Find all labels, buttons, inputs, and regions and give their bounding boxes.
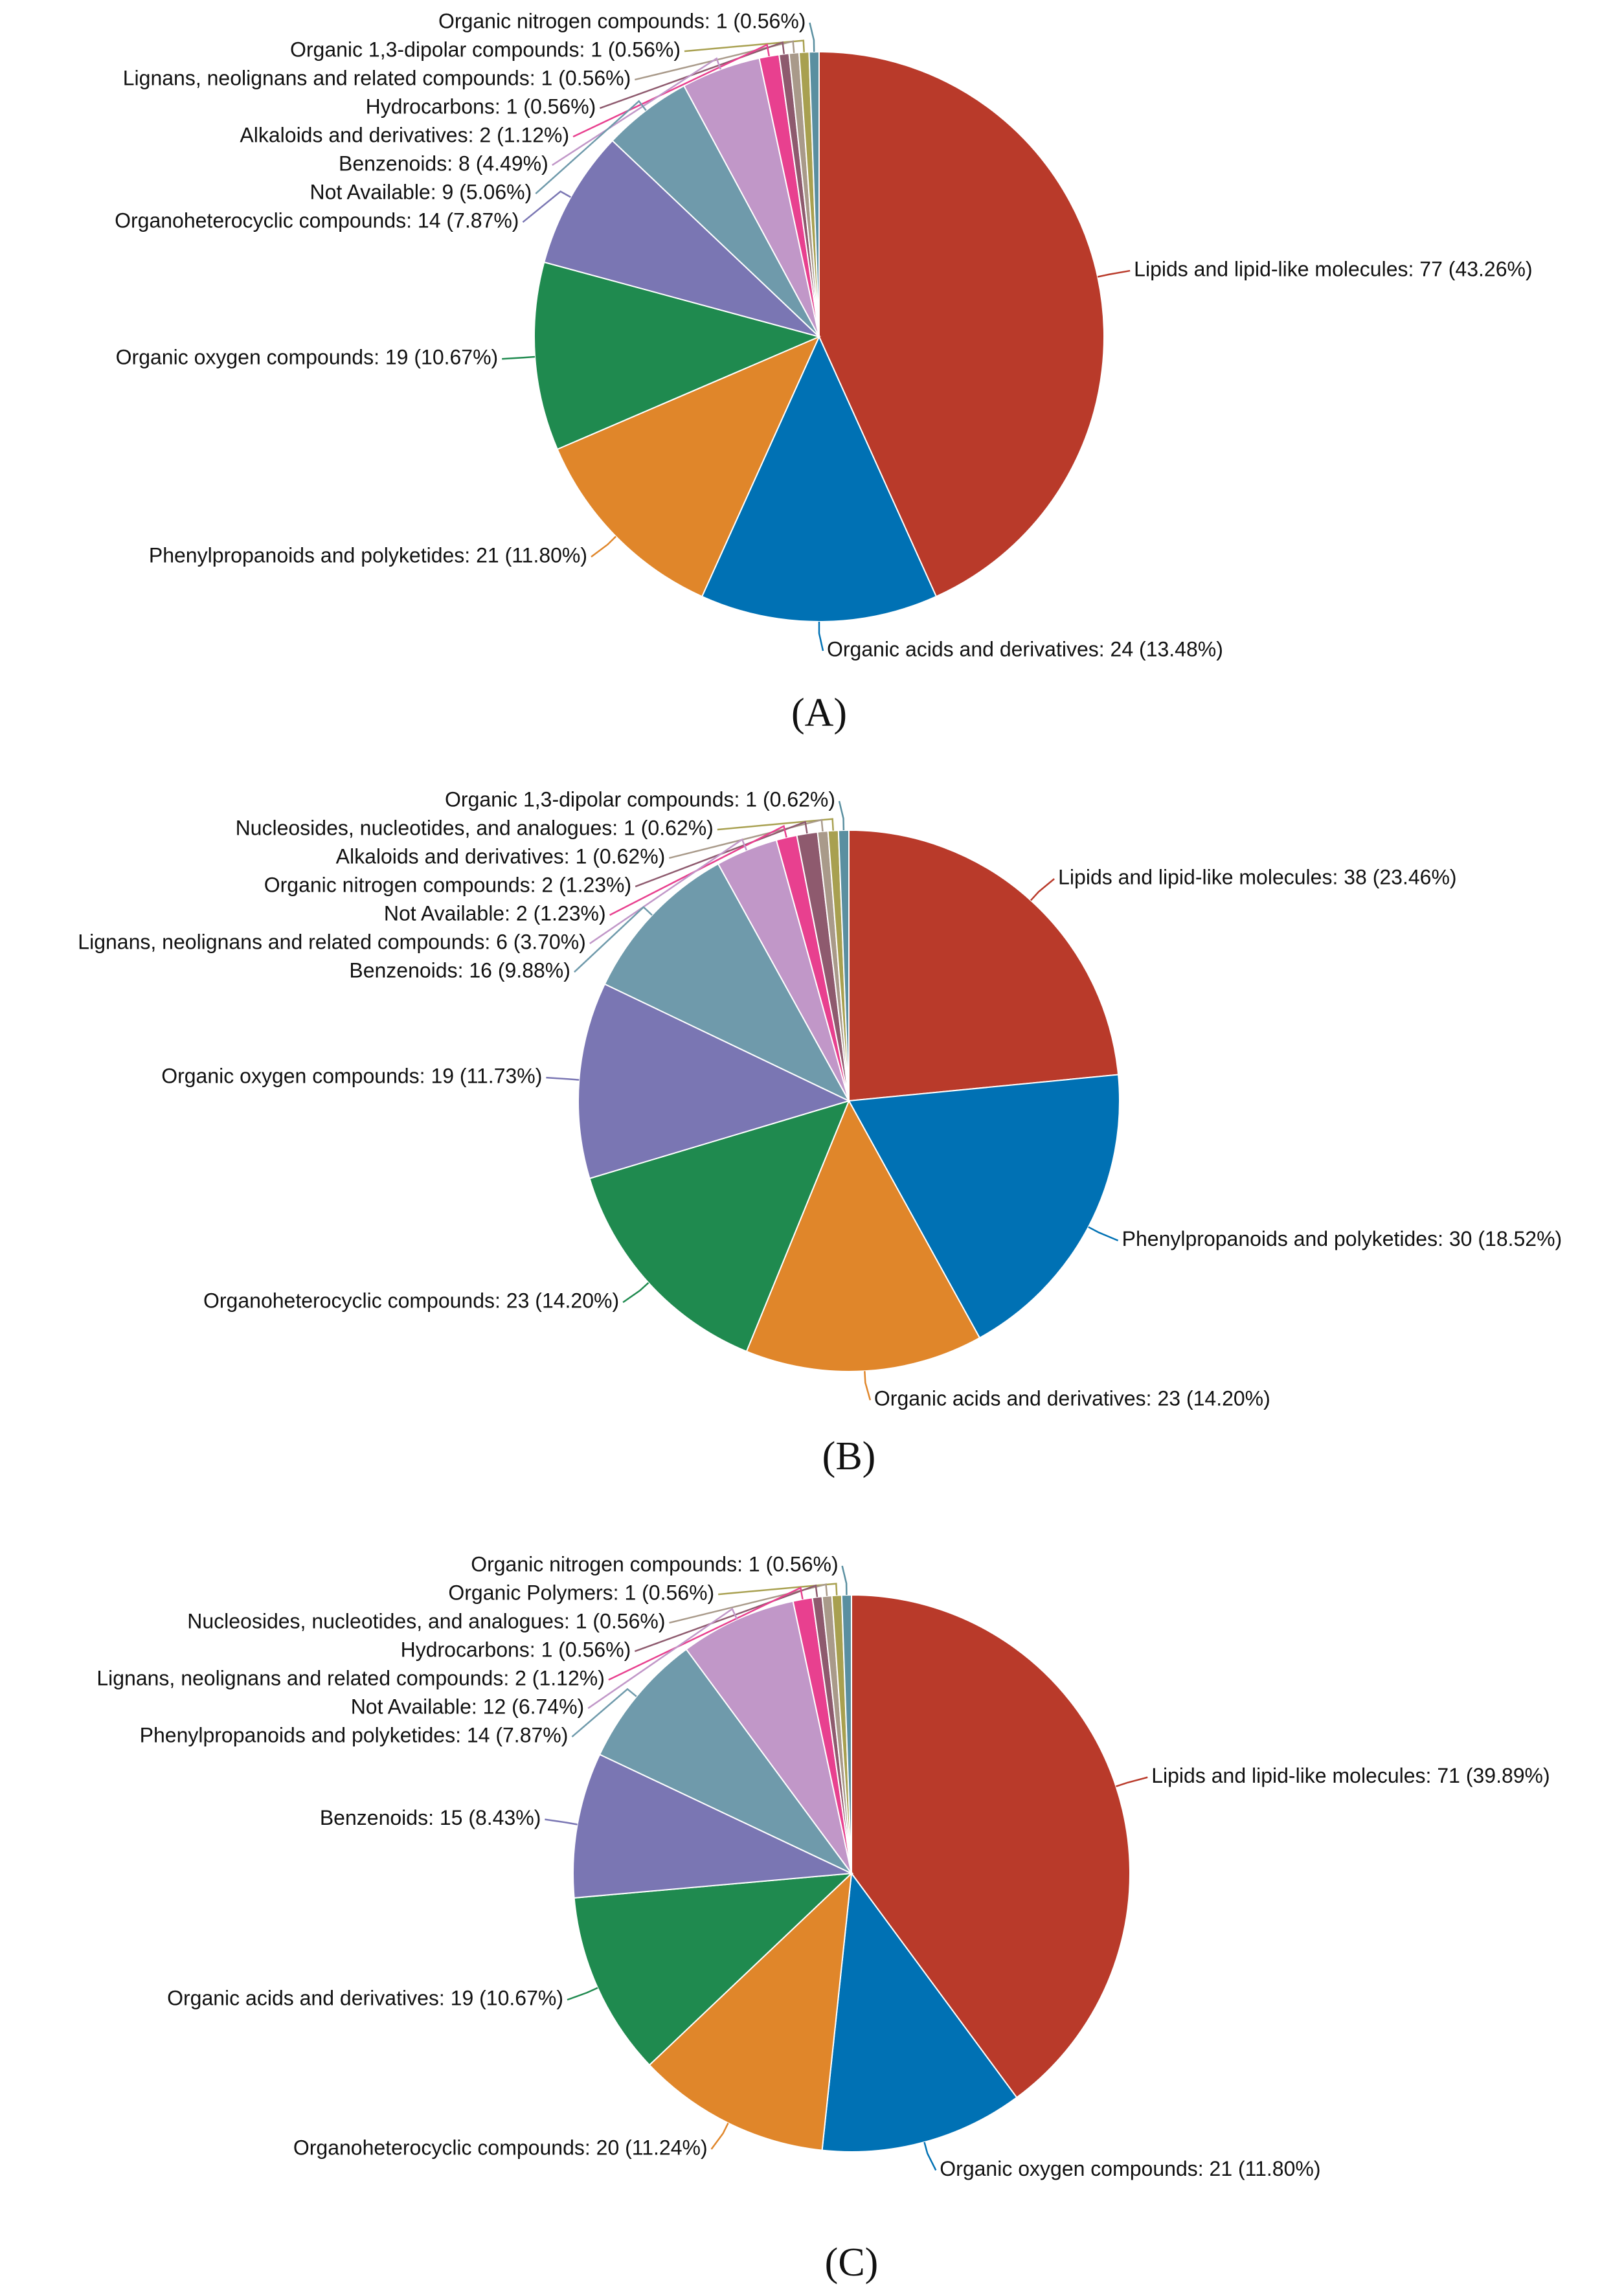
- pie-slice: [572, 1754, 854, 1899]
- chart-title: (B): [822, 1434, 876, 1478]
- slice-label: Organic nitrogen compounds: 1 (0.56%): [471, 1553, 838, 1576]
- pie-slice: [701, 335, 938, 622]
- slice-label: Phenylpropanoids and polyketides: 14 (7.…: [140, 1724, 569, 1747]
- leader-line: [841, 1565, 848, 1596]
- slice-label: Lignans, neolignans and related compound…: [96, 1667, 605, 1690]
- slice-label: Organic acids and derivatives: 23 (14.20…: [874, 1387, 1270, 1410]
- slice-label: Organic nitrogen compounds: 2 (1.23%): [264, 874, 631, 897]
- leader-line: [609, 824, 787, 916]
- pie-slice: [543, 139, 820, 337]
- slice-label: Phenylpropanoids and polyketides: 30 (18…: [1122, 1227, 1562, 1250]
- leader-line: [1097, 269, 1131, 278]
- leader-line: [1030, 878, 1055, 901]
- slice-label: Hydrocarbons: 1 (0.56%): [401, 1638, 631, 1662]
- leader-line: [546, 1076, 580, 1081]
- leader-line: [574, 906, 653, 973]
- leader-line: [669, 1583, 828, 1624]
- leader-line: [818, 622, 824, 651]
- pie-slice: [573, 1872, 853, 2066]
- leader-line: [669, 819, 824, 859]
- leader-line: [634, 1584, 818, 1653]
- slice-label: Benzenoids: 8 (4.49%): [339, 152, 548, 175]
- pie-slice: [745, 1099, 981, 1372]
- slice-label: Lipids and lipid-like molecules: 38 (23.…: [1058, 866, 1456, 889]
- pie-slice: [598, 1648, 852, 1874]
- leader-line: [635, 820, 808, 888]
- pie-slice: [848, 1074, 1120, 1339]
- slice-label: Organic acids and derivatives: 19 (10.67…: [167, 1987, 563, 2010]
- pie-slice: [818, 51, 1105, 598]
- leader-line: [545, 1818, 578, 1825]
- slice-label: Alkaloids and derivatives: 1 (0.62%): [336, 845, 666, 868]
- chart-title: (C): [825, 2241, 879, 2285]
- pie-slice: [589, 1100, 850, 1353]
- leader-line: [923, 2141, 937, 2171]
- pie-slice: [848, 829, 1120, 1102]
- slice-label: Organic 1,3-dipolar compounds: 1 (0.62%): [445, 788, 835, 811]
- slice-label: Benzenoids: 16 (9.88%): [349, 959, 570, 982]
- leader-line: [622, 1282, 649, 1304]
- leader-line: [591, 536, 617, 558]
- slice-label: Organic oxygen compounds: 19 (11.73%): [161, 1065, 542, 1088]
- leader-line: [522, 190, 571, 223]
- leader-line: [502, 356, 536, 360]
- pie-slice: [821, 1871, 1018, 2152]
- pie-slice: [851, 1594, 1131, 2099]
- slice-label: Organoheterocyclic compounds: 14 (7.87%): [115, 209, 519, 232]
- slice-label: Lignans, neolignans and related compound…: [123, 67, 631, 90]
- slice-label: Organoheterocyclic compounds: 20 (11.24%…: [293, 2136, 708, 2159]
- leader-line: [1088, 1226, 1119, 1241]
- leader-line: [1116, 1776, 1148, 1787]
- chart-title: (A): [791, 691, 847, 735]
- slice-label: Alkaloids and derivatives: 2 (1.12%): [240, 124, 569, 147]
- leader-line: [809, 22, 815, 52]
- pie-slice: [648, 1871, 853, 2151]
- leader-line: [717, 818, 834, 831]
- slice-label: Lignans, neolignans and related compound…: [78, 931, 586, 954]
- slice-label: Nucleosides, nucleotides, and analogues:…: [187, 1610, 665, 1633]
- slice-label: Organic nitrogen compounds: 1 (0.56%): [438, 10, 806, 33]
- leader-line: [599, 41, 785, 109]
- leader-line: [572, 43, 770, 138]
- pie-slice: [534, 261, 822, 451]
- slice-label: Not Available: 12 (6.74%): [351, 1695, 585, 1719]
- slice-label: Organic oxygen compounds: 21 (11.80%): [940, 2157, 1320, 2180]
- leader-line: [635, 40, 795, 81]
- slice-label: Organoheterocyclic compounds: 23 (14.20%…: [203, 1289, 619, 1313]
- leader-line: [838, 800, 845, 831]
- slice-label: Organic acids and derivatives: 24 (13.48…: [827, 637, 1223, 661]
- pie-slice: [685, 1600, 852, 1874]
- slice-label: Hydrocarbons: 1 (0.56%): [366, 95, 596, 119]
- pie-slice: [578, 983, 851, 1180]
- slice-label: Lipids and lipid-like molecules: 71 (39.…: [1151, 1764, 1550, 1787]
- leader-line: [571, 1688, 637, 1738]
- pie-slice: [556, 335, 820, 598]
- pie-slice: [603, 863, 851, 1103]
- slice-label: Phenylpropanoids and polyketides: 21 (11…: [149, 543, 587, 567]
- slice-label: Organic 1,3-dipolar compounds: 1 (0.56%): [290, 38, 681, 62]
- leader-line: [710, 2122, 729, 2150]
- leader-line: [535, 100, 647, 195]
- slice-label: Nucleosides, nucleotides, and analogues:…: [236, 817, 714, 840]
- leader-line: [864, 1371, 872, 1401]
- pie-slice: [840, 1594, 852, 1874]
- slice-label: Organic oxygen compounds: 19 (10.67%): [116, 346, 499, 369]
- leader-line: [567, 1987, 598, 2001]
- slice-label: Lipids and lipid-like molecules: 77 (43.…: [1134, 257, 1532, 280]
- slice-label: Benzenoids: 15 (8.43%): [320, 1806, 541, 1829]
- slice-label: Not Available: 9 (5.06%): [310, 181, 532, 204]
- leader-line: [587, 1607, 738, 1710]
- slice-label: Organic Polymers: 1 (0.56%): [448, 1581, 714, 1605]
- leader-line: [718, 1583, 838, 1596]
- leader-line: [684, 40, 805, 52]
- slice-label: Not Available: 2 (1.23%): [384, 902, 606, 925]
